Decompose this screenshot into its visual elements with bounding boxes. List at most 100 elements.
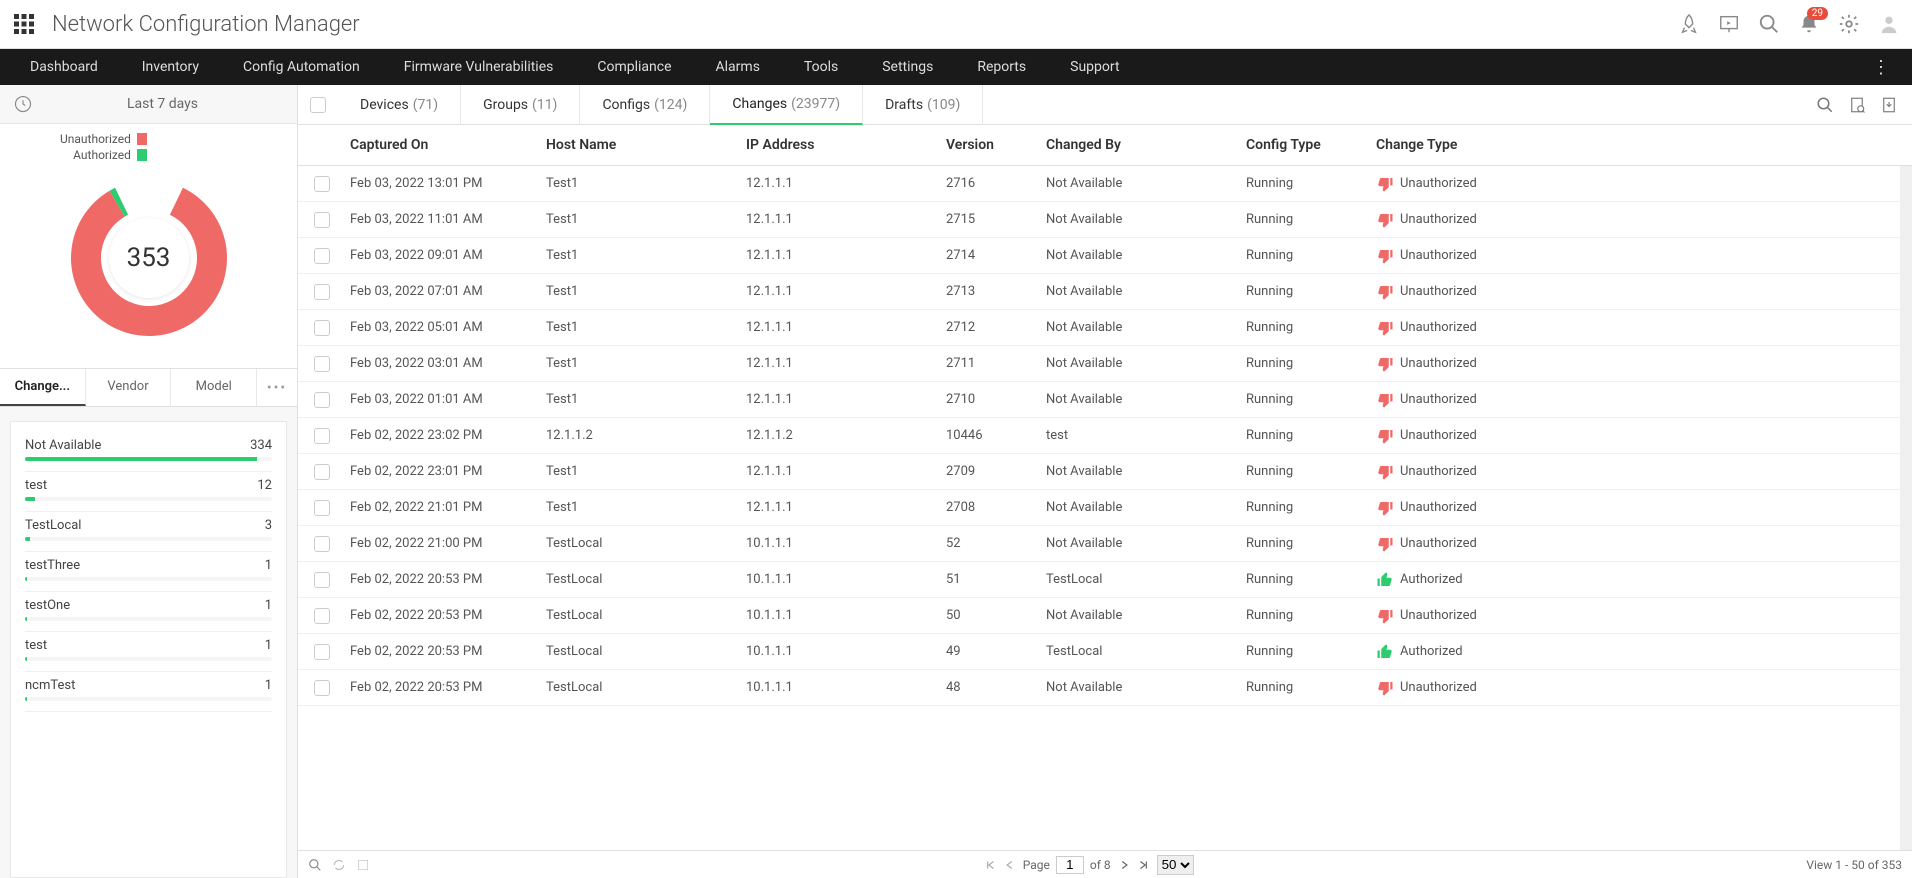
cell-change: Unauthorized: [1376, 211, 1556, 229]
col-host[interactable]: Host Name: [546, 137, 746, 153]
tab-drafts[interactable]: Drafts (109): [863, 85, 983, 125]
row-checkbox[interactable]: [314, 212, 330, 228]
table-row[interactable]: Feb 02, 2022 20:53 PMTestLocal10.1.1.148…: [298, 670, 1900, 706]
tab-devices[interactable]: Devices (71): [338, 85, 461, 125]
table-row[interactable]: Feb 02, 2022 23:01 PMTest112.1.1.12709No…: [298, 454, 1900, 490]
row-checkbox[interactable]: [314, 320, 330, 336]
nav-inventory[interactable]: Inventory: [120, 49, 221, 85]
table-row[interactable]: Feb 02, 2022 20:53 PMTestLocal10.1.1.149…: [298, 634, 1900, 670]
table-row[interactable]: Feb 03, 2022 11:01 AMTest112.1.1.12715No…: [298, 202, 1900, 238]
nav-support[interactable]: Support: [1048, 49, 1141, 85]
cell-change: Unauthorized: [1376, 355, 1556, 373]
row-checkbox[interactable]: [314, 536, 330, 552]
nav-firmware-vulnerabilities[interactable]: Firmware Vulnerabilities: [382, 49, 576, 85]
row-checkbox[interactable]: [314, 284, 330, 300]
row-checkbox[interactable]: [314, 428, 330, 444]
table-row[interactable]: Feb 03, 2022 03:01 AMTest112.1.1.12711No…: [298, 346, 1900, 382]
sidebar-list-item[interactable]: Not Available334: [25, 432, 272, 472]
nav-tools[interactable]: Tools: [782, 49, 860, 85]
row-checkbox[interactable]: [314, 608, 330, 624]
tab-configs[interactable]: Configs (124): [580, 85, 710, 125]
presentation-icon[interactable]: [1718, 13, 1740, 35]
cell-changed: Not Available: [1046, 176, 1246, 191]
row-checkbox[interactable]: [314, 356, 330, 372]
nav-dashboard[interactable]: Dashboard: [8, 49, 120, 85]
sidebar-list-item[interactable]: testThree1: [25, 552, 272, 592]
cell-host: Test1: [546, 464, 746, 479]
scrollbar[interactable]: [1900, 166, 1912, 850]
cell-captured: Feb 03, 2022 03:01 AM: [346, 356, 546, 371]
table-row[interactable]: Feb 02, 2022 20:53 PMTestLocal10.1.1.151…: [298, 562, 1900, 598]
tab-changes[interactable]: Changes (23977): [710, 85, 863, 125]
table-row[interactable]: Feb 03, 2022 05:01 AMTest112.1.1.12712No…: [298, 310, 1900, 346]
table-row[interactable]: Feb 03, 2022 01:01 AMTest112.1.1.12710No…: [298, 382, 1900, 418]
sidebar-list-item[interactable]: ncmTest1: [25, 672, 272, 712]
nav-reports[interactable]: Reports: [955, 49, 1048, 85]
select-all-checkbox[interactable]: [310, 97, 326, 113]
row-checkbox[interactable]: [314, 176, 330, 192]
thumbs-down-icon: [1376, 391, 1394, 409]
table-row[interactable]: Feb 02, 2022 23:02 PM12.1.1.212.1.1.2104…: [298, 418, 1900, 454]
last-page-icon[interactable]: [1137, 858, 1151, 872]
table-row[interactable]: Feb 02, 2022 21:00 PMTestLocal10.1.1.152…: [298, 526, 1900, 562]
table-row[interactable]: Feb 02, 2022 21:01 PMTest112.1.1.12708No…: [298, 490, 1900, 526]
report-icon[interactable]: [1848, 96, 1866, 114]
nav-alarms[interactable]: Alarms: [694, 49, 782, 85]
nav-config-automation[interactable]: Config Automation: [221, 49, 382, 85]
sidebar-list-item[interactable]: TestLocal3: [25, 512, 272, 552]
table-row[interactable]: Feb 02, 2022 20:53 PMTestLocal10.1.1.150…: [298, 598, 1900, 634]
thumbs-down-icon: [1376, 607, 1394, 625]
row-checkbox[interactable]: [314, 392, 330, 408]
prev-page-icon[interactable]: [1003, 858, 1017, 872]
page-input[interactable]: [1056, 856, 1084, 874]
sidebar-timeframe[interactable]: Last 7 days: [0, 85, 297, 124]
col-config[interactable]: Config Type: [1246, 137, 1376, 153]
sidebar-list-item[interactable]: testOne1: [25, 592, 272, 632]
nav-more-icon[interactable]: ⋮: [1858, 57, 1904, 78]
footer-search-icon[interactable]: [308, 858, 322, 872]
sidebar-tab-2[interactable]: Model: [171, 369, 257, 406]
thumbs-down-icon: [1376, 499, 1394, 517]
sidebar-list-item[interactable]: test1: [25, 632, 272, 672]
export-icon[interactable]: [1880, 96, 1898, 114]
sidebar-tab-0[interactable]: Change...: [0, 369, 86, 406]
tab-groups[interactable]: Groups (11): [461, 85, 580, 125]
nav-compliance[interactable]: Compliance: [575, 49, 693, 85]
col-version[interactable]: Version: [946, 137, 1046, 153]
app-title: Network Configuration Manager: [52, 12, 360, 37]
first-page-icon[interactable]: [983, 858, 997, 872]
page-size-select[interactable]: 50: [1157, 855, 1194, 875]
user-icon[interactable]: [1878, 13, 1900, 35]
col-ip[interactable]: IP Address: [746, 137, 946, 153]
search-icon[interactable]: [1758, 13, 1780, 35]
sidebar-list-item[interactable]: test12: [25, 472, 272, 512]
row-checkbox[interactable]: [314, 248, 330, 264]
rocket-icon[interactable]: [1678, 13, 1700, 35]
col-changed[interactable]: Changed By: [1046, 137, 1246, 153]
sidebar-tab-1[interactable]: Vendor: [86, 369, 172, 406]
sidebar-tab-more[interactable]: •••: [257, 369, 297, 406]
cell-host: TestLocal: [546, 536, 746, 551]
next-page-icon[interactable]: [1117, 858, 1131, 872]
footer-refresh-icon[interactable]: [332, 858, 346, 872]
cell-version: 2711: [946, 356, 1046, 371]
nav-settings[interactable]: Settings: [860, 49, 955, 85]
table-row[interactable]: Feb 03, 2022 09:01 AMTest112.1.1.12714No…: [298, 238, 1900, 274]
row-checkbox[interactable]: [314, 680, 330, 696]
table-row[interactable]: Feb 03, 2022 13:01 PMTest112.1.1.12716No…: [298, 166, 1900, 202]
row-checkbox[interactable]: [314, 464, 330, 480]
cell-host: TestLocal: [546, 572, 746, 587]
gear-icon[interactable]: [1838, 13, 1860, 35]
cell-change: Unauthorized: [1376, 175, 1556, 193]
cell-config: Running: [1246, 536, 1376, 551]
footer-grid-icon[interactable]: [356, 858, 370, 872]
row-checkbox[interactable]: [314, 500, 330, 516]
table-row[interactable]: Feb 03, 2022 07:01 AMTest112.1.1.12713No…: [298, 274, 1900, 310]
col-change[interactable]: Change Type: [1376, 137, 1556, 153]
apps-grid-icon[interactable]: [12, 12, 36, 36]
bell-icon[interactable]: 29: [1798, 13, 1820, 35]
cell-version: 2709: [946, 464, 1046, 479]
row-checkbox[interactable]: [314, 572, 330, 588]
row-checkbox[interactable]: [314, 644, 330, 660]
col-captured[interactable]: Captured On: [346, 137, 546, 153]
